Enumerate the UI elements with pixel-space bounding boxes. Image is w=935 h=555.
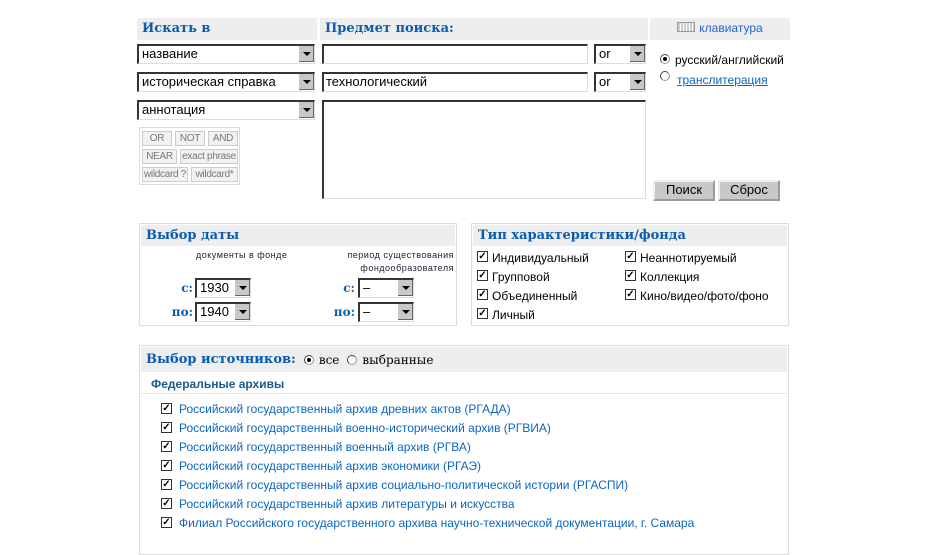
docs-label: документы в фонде bbox=[196, 250, 288, 260]
type-checkbox-media[interactable] bbox=[625, 289, 636, 300]
sources-selected-label: выбранные bbox=[362, 352, 434, 367]
search-input-2[interactable]: технологический bbox=[322, 72, 588, 92]
period-from-value: – bbox=[363, 280, 371, 295]
operator-select-2[interactable]: or bbox=[594, 72, 646, 92]
archive-link[interactable]: Филиал Российского государственного архи… bbox=[179, 516, 695, 530]
docs-from-value: 1930 bbox=[200, 280, 229, 295]
docs-from-label: с: bbox=[181, 281, 193, 295]
operator-panel bbox=[139, 127, 240, 185]
group-title: Федеральные архивы bbox=[151, 377, 285, 391]
type-label: Личный bbox=[492, 308, 535, 322]
docs-to-label: по: bbox=[171, 305, 193, 319]
date-panel bbox=[139, 223, 457, 326]
chevron-down-icon bbox=[234, 280, 250, 296]
period-label-2: фондообразователя bbox=[360, 263, 454, 273]
docs-from-select[interactable]: 1930 bbox=[195, 278, 251, 298]
label-russian-english: русский/английский bbox=[675, 53, 784, 67]
radio-russian-english[interactable] bbox=[660, 54, 670, 64]
radio-sources-all[interactable] bbox=[303, 354, 314, 365]
field-select-3-value: аннотация bbox=[142, 102, 206, 117]
type-checkbox-group[interactable] bbox=[477, 270, 488, 281]
search-in-header: Искать в bbox=[137, 18, 317, 40]
op-wildcard-q-button[interactable]: wildcard ? bbox=[142, 167, 188, 182]
archive-checkbox[interactable] bbox=[161, 498, 172, 509]
sources-title: Выбор источников: bbox=[146, 352, 296, 367]
chevron-down-icon bbox=[397, 280, 413, 296]
archive-checkbox[interactable] bbox=[161, 479, 172, 490]
chevron-down-icon bbox=[234, 304, 250, 320]
search-textarea[interactable] bbox=[322, 100, 646, 199]
sources-all-label: все bbox=[318, 352, 340, 367]
type-checkbox-individual[interactable] bbox=[477, 251, 488, 262]
archive-link[interactable]: Российский государственный архив экономи… bbox=[179, 459, 482, 473]
type-checkbox-unannotated[interactable] bbox=[625, 251, 636, 262]
type-checkbox-united[interactable] bbox=[477, 289, 488, 300]
period-to-label: по: bbox=[333, 305, 355, 319]
radio-transliteration[interactable] bbox=[660, 71, 670, 81]
type-label: Индивидуальный bbox=[492, 251, 589, 265]
date-title: Выбор даты bbox=[141, 225, 455, 246]
period-from-select[interactable]: – bbox=[358, 278, 414, 298]
type-label: Кино/видео/фото/фоно bbox=[640, 289, 769, 303]
keyboard-link[interactable]: клавиатура bbox=[650, 18, 790, 40]
reset-button[interactable]: Сброс bbox=[718, 180, 780, 201]
archive-checkbox[interactable] bbox=[161, 460, 172, 471]
operator-select-1-value: or bbox=[599, 46, 611, 61]
archive-checkbox[interactable] bbox=[161, 403, 172, 414]
type-checkbox-personal[interactable] bbox=[477, 308, 488, 319]
subject-header: Предмет поиска: bbox=[320, 18, 648, 40]
op-not-button[interactable]: NOT bbox=[175, 131, 205, 146]
archive-link[interactable]: Российский государственный архив литерат… bbox=[179, 497, 515, 511]
type-title: Тип характеристики/фонда bbox=[473, 225, 787, 246]
keyboard-icon bbox=[677, 22, 696, 32]
chevron-down-icon bbox=[629, 46, 645, 62]
field-select-1[interactable]: название bbox=[137, 44, 315, 64]
chevron-down-icon bbox=[298, 74, 314, 90]
period-label-1: период существования bbox=[347, 250, 454, 260]
type-checkbox-collection[interactable] bbox=[625, 270, 636, 281]
chevron-down-icon bbox=[298, 46, 314, 62]
period-from-label: с: bbox=[343, 281, 355, 295]
type-label: Объединенный bbox=[492, 289, 578, 303]
type-label: Неаннотируемый bbox=[640, 251, 737, 265]
op-or-button[interactable]: OR bbox=[142, 131, 172, 146]
op-wildcard-star-button[interactable]: wildcard* bbox=[191, 167, 238, 182]
chevron-down-icon bbox=[298, 102, 314, 118]
docs-to-value: 1940 bbox=[200, 304, 229, 319]
period-to-select[interactable]: – bbox=[358, 302, 414, 322]
archive-link[interactable]: Российский государственный военно-истори… bbox=[179, 421, 551, 435]
period-to-value: – bbox=[363, 304, 371, 319]
op-near-button[interactable]: NEAR bbox=[142, 149, 177, 164]
field-select-3[interactable]: аннотация bbox=[137, 100, 315, 120]
docs-to-select[interactable]: 1940 bbox=[195, 302, 251, 322]
type-panel bbox=[471, 223, 789, 326]
chevron-down-icon bbox=[629, 74, 645, 90]
field-select-2-value: историческая справка bbox=[142, 74, 276, 89]
op-and-button[interactable]: AND bbox=[208, 131, 238, 146]
archive-checkbox[interactable] bbox=[161, 517, 172, 528]
field-select-2[interactable]: историческая справка bbox=[137, 72, 315, 92]
operator-select-2-value: or bbox=[599, 74, 611, 89]
divider bbox=[141, 393, 787, 394]
radio-sources-selected[interactable] bbox=[347, 354, 358, 365]
search-button[interactable]: Поиск bbox=[653, 180, 715, 201]
search-input-1[interactable] bbox=[322, 44, 588, 64]
sources-header: Выбор источников: все выбранные bbox=[141, 347, 787, 372]
chevron-down-icon bbox=[397, 304, 413, 320]
field-select-1-value: название bbox=[142, 46, 198, 61]
keyboard-label: клавиатура bbox=[699, 21, 763, 35]
operator-select-1[interactable]: or bbox=[594, 44, 646, 64]
archive-checkbox[interactable] bbox=[161, 441, 172, 452]
op-exact-phrase-button[interactable]: exact phrase bbox=[180, 149, 238, 164]
transliteration-link[interactable]: транслитерация bbox=[677, 73, 768, 87]
archive-checkbox[interactable] bbox=[161, 422, 172, 433]
archive-link[interactable]: Российский государственный архив древних… bbox=[179, 402, 511, 416]
archive-link[interactable]: Российский государственный архив социаль… bbox=[179, 478, 629, 492]
type-label: Коллекция bbox=[640, 270, 700, 284]
archive-link[interactable]: Российский государственный военный архив… bbox=[179, 440, 471, 454]
type-label: Групповой bbox=[492, 270, 550, 284]
